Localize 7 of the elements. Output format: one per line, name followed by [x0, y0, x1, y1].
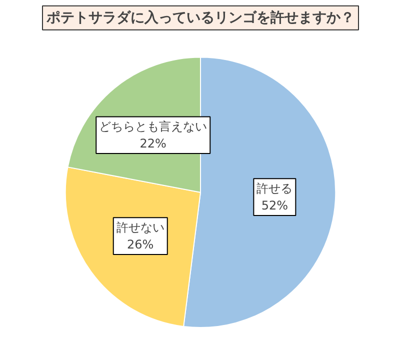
chart-title: ポテトサラダに入っているリンゴを許せますか？: [46, 8, 354, 26]
slice-label: 許せる: [256, 182, 293, 196]
data-label: 52%: [261, 198, 288, 212]
data-label: 26%: [127, 237, 154, 252]
slice-label: 許せない: [116, 220, 164, 235]
data-label: 22%: [140, 136, 166, 151]
slice-label: どちらとも言えない: [99, 120, 208, 134]
